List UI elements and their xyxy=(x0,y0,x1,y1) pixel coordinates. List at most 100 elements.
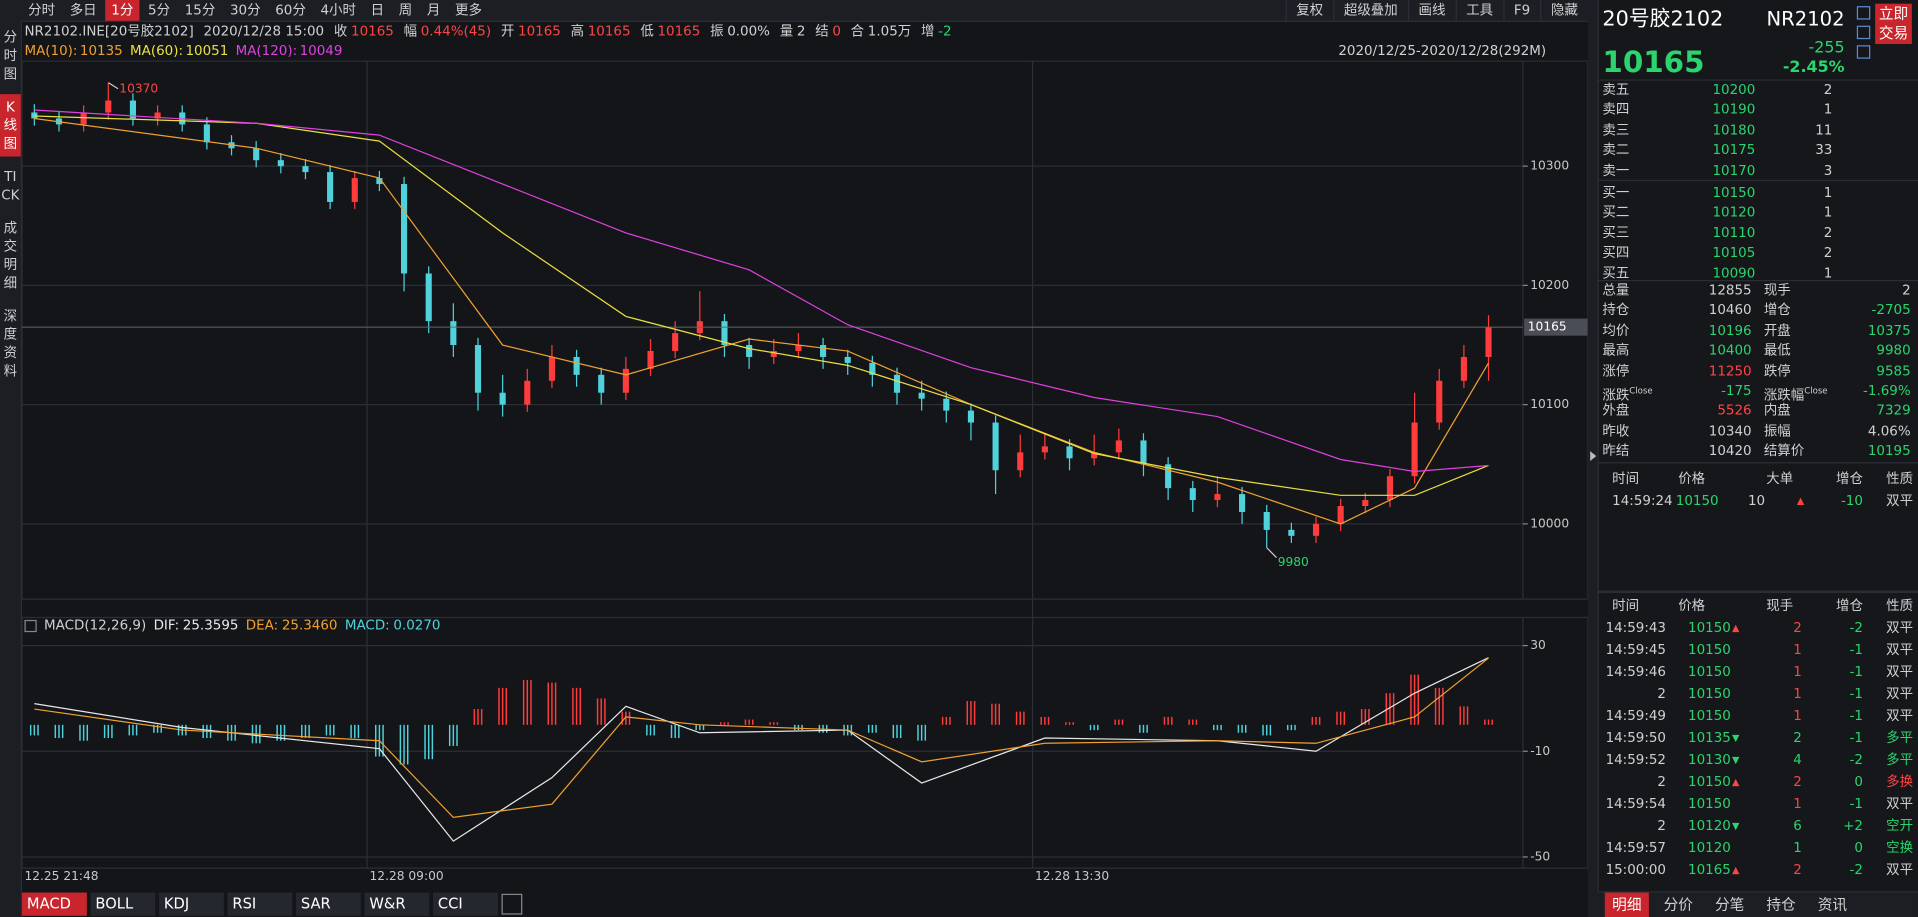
candle-body xyxy=(918,392,925,399)
period-tab[interactable]: 多日 xyxy=(69,2,97,19)
period-tab[interactable]: 周 xyxy=(398,2,413,19)
legend-value: 25.3460 xyxy=(281,617,338,634)
period-tab[interactable]: 4小时 xyxy=(320,2,356,19)
stat-label-text: 涨跌 xyxy=(1602,387,1630,404)
quote-value: 2 xyxy=(796,23,806,40)
big-nature: 双平 xyxy=(1886,492,1914,509)
direction-arrow xyxy=(1796,497,1805,505)
y-tick-label: 30 xyxy=(1530,638,1546,652)
stat-label: 最高 xyxy=(1602,341,1629,361)
legend-label: DEA: xyxy=(245,617,279,634)
book-label: 买三 xyxy=(1602,224,1630,241)
period-tab[interactable]: 日 xyxy=(370,2,385,19)
x-tick-label: 12.28 13:30 xyxy=(1035,869,1109,883)
quote-field: 合 1.05万 xyxy=(851,21,912,42)
tick-oi: -1 xyxy=(1849,641,1863,658)
separator xyxy=(1597,279,1918,282)
sidebar-tab[interactable]: 深度资料 xyxy=(3,308,18,380)
candle-body xyxy=(1239,494,1246,512)
sidebar-tab[interactable]: 分时图 xyxy=(3,29,18,82)
period-tab[interactable]: 月 xyxy=(426,2,441,19)
tick-nature: 双平 xyxy=(1886,663,1914,680)
price-change-pct: -2.45% xyxy=(1782,58,1845,78)
stat-label-text: 振幅 xyxy=(1763,422,1791,439)
annotation-label: 10370 xyxy=(119,81,158,95)
legend-item: DEA: 25.3460 xyxy=(246,617,338,634)
period-tab[interactable]: 30分 xyxy=(229,2,261,19)
add-indicator[interactable] xyxy=(501,893,523,915)
quote-value: 10165 xyxy=(587,23,631,40)
panel-tab[interactable]: 明细 xyxy=(1604,892,1649,917)
panel-tab[interactable]: 持仓 xyxy=(1766,896,1796,914)
indicator-tab[interactable]: SAR xyxy=(296,892,361,916)
tool-button[interactable]: 复权 xyxy=(1285,0,1333,21)
tick-nature: 双平 xyxy=(1886,707,1914,724)
period-tab[interactable]: 60分 xyxy=(275,2,306,19)
tick-nature: 多平 xyxy=(1886,751,1914,768)
sidebar-tab[interactable]: TICK xyxy=(1,168,20,203)
quote-value: 10165 xyxy=(351,23,394,40)
edit-icon[interactable] xyxy=(1856,45,1871,59)
quote-value: 10165 xyxy=(518,23,561,40)
indicator-tab[interactable]: CCI xyxy=(433,892,498,916)
stat-label: 开盘 xyxy=(1764,321,1791,341)
book-qty: 33 xyxy=(1815,142,1833,158)
stat-label-sup: Close xyxy=(1804,386,1828,397)
trade-button[interactable]: 立即交易 xyxy=(1875,3,1912,45)
period-tab[interactable]: 更多 xyxy=(455,2,482,19)
tool-button[interactable]: F9 xyxy=(1502,0,1540,21)
sidebar-tab[interactable]: K线图 xyxy=(0,94,21,157)
tick-hand: 4 xyxy=(1793,751,1802,768)
indicator-tab[interactable]: W&R xyxy=(364,892,430,916)
tool-button[interactable]: 隐藏 xyxy=(1540,0,1588,21)
collapse-arrow[interactable] xyxy=(1590,451,1597,461)
tick-time: 14:59:52 xyxy=(1605,751,1666,768)
last-price-label: 10165 xyxy=(1528,320,1567,334)
tool-button[interactable]: 工具 xyxy=(1455,0,1503,21)
candle-body xyxy=(721,321,728,346)
legend-label: MACD: xyxy=(344,617,390,634)
tick-price: 10150 xyxy=(1688,641,1731,658)
quote-label: 收 xyxy=(333,23,348,40)
indicator-tab[interactable]: RSI xyxy=(227,892,293,916)
tool-button[interactable]: 画线 xyxy=(1407,0,1456,21)
table-header: 现手 xyxy=(1766,597,1794,614)
candle-body xyxy=(1066,446,1073,459)
tick-hand: 6 xyxy=(1793,817,1802,834)
panel-tab[interactable]: 分笔 xyxy=(1714,896,1745,914)
candle-body xyxy=(1337,506,1344,524)
indicator-tab[interactable]: MACD xyxy=(22,892,87,916)
y-tick-label: -50 xyxy=(1530,849,1550,863)
stat-label-text: 外盘 xyxy=(1602,402,1630,419)
book-price: 10200 xyxy=(1712,81,1756,98)
tick-nature: 多换 xyxy=(1886,773,1914,790)
add-icon[interactable] xyxy=(1856,6,1871,20)
direction-arrow xyxy=(1732,624,1740,633)
alert-icon[interactable] xyxy=(1856,25,1871,40)
candle-body xyxy=(1485,327,1492,357)
x-tick-label: 12.28 09:00 xyxy=(370,869,444,883)
candle-body xyxy=(1165,464,1172,489)
last-price: 10165 xyxy=(1602,45,1705,80)
panel-tab[interactable]: 资讯 xyxy=(1817,896,1848,914)
period-tab[interactable]: 5分 xyxy=(148,2,171,19)
price-change: -255 xyxy=(1808,39,1845,58)
indicator-tab[interactable]: KDJ xyxy=(159,892,224,916)
candle-body xyxy=(253,148,260,161)
stat-label-text: 现手 xyxy=(1763,282,1791,299)
sidebar-tab[interactable]: 成交明细 xyxy=(3,220,18,292)
indicator-tab[interactable]: BOLL xyxy=(90,892,156,916)
panel-tab[interactable]: 分价 xyxy=(1663,896,1693,914)
tick-oi: -1 xyxy=(1849,663,1863,680)
stat-value: 11250 xyxy=(1708,362,1752,379)
book-qty: 2 xyxy=(1823,244,1833,261)
quote-value: 0 xyxy=(832,23,841,40)
stat-value: -1.69% xyxy=(1863,382,1911,399)
instrument-code: NR2102 xyxy=(1766,7,1845,31)
period-tab[interactable]: 分时 xyxy=(28,2,56,19)
tick-time: 14:59:50 xyxy=(1605,729,1666,746)
x-tick-label: 12.25 21:48 xyxy=(24,869,98,883)
tool-button[interactable]: 超级叠加 xyxy=(1332,0,1408,21)
period-tab[interactable]: 1分 xyxy=(105,0,140,21)
period-tab[interactable]: 15分 xyxy=(184,2,216,19)
